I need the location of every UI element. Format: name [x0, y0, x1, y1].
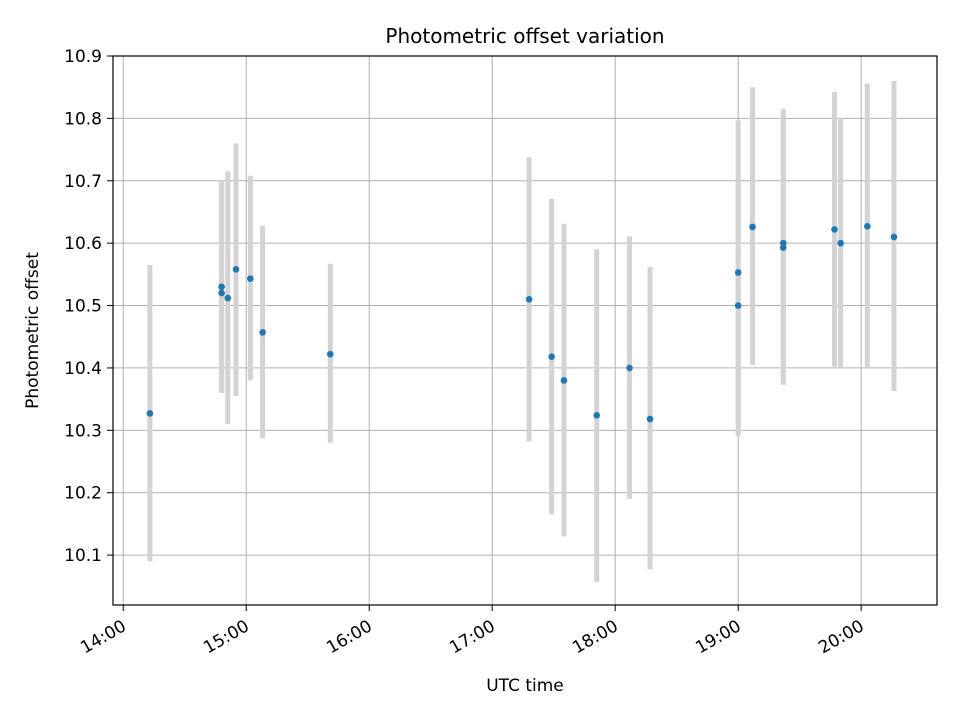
- data-point: [890, 233, 898, 241]
- data-point: [831, 226, 838, 233]
- data-point: [224, 294, 232, 302]
- y-tick-label: 10.8: [64, 109, 102, 129]
- y-tick-label: 10.2: [64, 484, 102, 504]
- data-point: [646, 415, 654, 423]
- y-axis-ticks: 10.1 10.2 10.3 10.4 10.5 10.6 10.7 10.8 10.9: [64, 47, 113, 566]
- chart-title: Photometric offset variation: [385, 24, 664, 48]
- x-tick-label: 19:00: [692, 616, 744, 658]
- data-point: [593, 412, 601, 419]
- data-point: [146, 410, 154, 417]
- y-tick-label: 10.9: [64, 47, 102, 67]
- y-tick-label: 10.4: [64, 359, 102, 379]
- y-axis-label: Photometric offset: [23, 252, 43, 409]
- x-tick-label: 15:00: [200, 616, 252, 658]
- data-point: [749, 223, 756, 231]
- x-tick-label: 17:00: [446, 616, 498, 658]
- x-tick-label: 18:00: [569, 616, 621, 658]
- y-tick-label: 10.7: [64, 172, 102, 192]
- x-tick-label: 14:00: [77, 616, 129, 658]
- x-tick-label: 16:00: [323, 616, 375, 658]
- data-point: [626, 364, 633, 372]
- data-point: [247, 275, 254, 283]
- x-axis-label: UTC time: [486, 676, 564, 696]
- data-point: [734, 269, 742, 276]
- data-point: [218, 283, 225, 291]
- y-tick-label: 10.3: [64, 421, 102, 441]
- y-tick-label: 10.6: [64, 234, 102, 254]
- data-point: [837, 239, 844, 247]
- data-point: [779, 239, 787, 247]
- data-point: [525, 296, 533, 303]
- data-point: [548, 353, 555, 361]
- data-point: [734, 302, 742, 309]
- data-points: [146, 223, 898, 423]
- plot-frame: [112, 55, 938, 606]
- data-point: [259, 329, 266, 336]
- data-point: [326, 350, 334, 358]
- data-point: [560, 377, 568, 384]
- y-tick-label: 10.5: [64, 297, 102, 317]
- x-tick-label: 20:00: [815, 616, 867, 658]
- data-point: [232, 266, 240, 273]
- x-axis-ticks: 14:00 15:00 16:00 17:00 18:00 19:00 20:00: [77, 605, 868, 658]
- y-tick-label: 10.1: [64, 546, 102, 566]
- data-point: [864, 223, 871, 230]
- data-point: [218, 289, 225, 297]
